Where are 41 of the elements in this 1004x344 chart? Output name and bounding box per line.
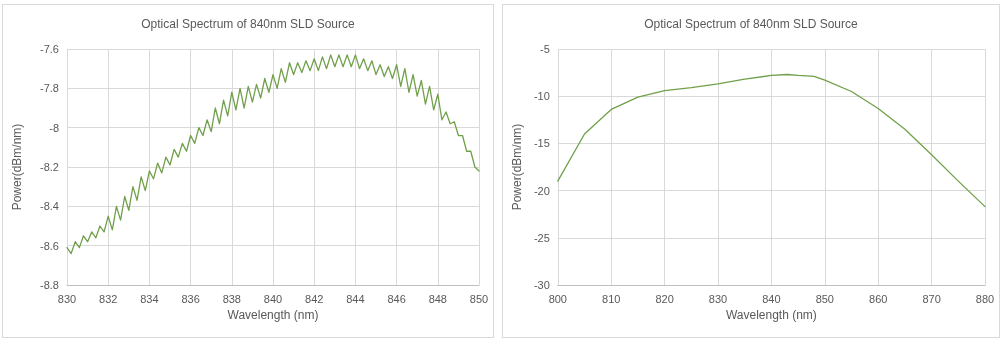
y-tick-label: -25: [533, 231, 550, 244]
x-tick-label: 842: [305, 292, 324, 305]
y-tick-label: -8.2: [40, 161, 59, 173]
x-tick-label: 836: [181, 292, 200, 305]
y-axis-title: Power(dBm/nm): [510, 123, 524, 211]
x-tick-label: 820: [655, 292, 674, 305]
y-tick-label: -8: [49, 121, 59, 134]
y-tick-label: -7.8: [40, 82, 59, 95]
x-tick-label: 830: [57, 292, 77, 305]
y-tick-label: -5: [540, 43, 550, 55]
chart-title: Optical Spectrum of 840nm SLD Source: [141, 17, 356, 31]
x-tick-label: 840: [762, 292, 781, 305]
line-series: [557, 73, 986, 208]
x-tick-label: 800: [548, 292, 567, 305]
y-tick-label: -30: [533, 279, 550, 291]
x-tick-label: 840: [263, 292, 283, 305]
x-tick-label: 832: [99, 292, 118, 305]
x-tick-label: 848: [428, 292, 447, 305]
y-tick-label: -7.6: [40, 43, 59, 55]
y-tick-label: -8.6: [40, 239, 59, 252]
y-tick-label: -20: [533, 184, 550, 197]
chart-title: Optical Spectrum of 840nm SLD Source: [644, 17, 859, 31]
x-tick-label: 830: [708, 292, 728, 305]
x-tick-label: 810: [602, 292, 621, 305]
x-tick-label: 850: [815, 292, 834, 305]
y-tick-label: -15: [533, 137, 550, 150]
y-tick-label: -8.4: [40, 200, 59, 213]
x-tick-label: 880: [975, 292, 995, 305]
y-axis-title: Power(dBm/nm): [10, 123, 24, 211]
x-tick-label: 850: [469, 292, 489, 305]
y-tick-label: -10: [533, 90, 550, 103]
x-tick-label: 846: [387, 292, 406, 305]
x-axis-title: Wavelength (nm): [227, 307, 319, 322]
x-axis-title: Wavelength (nm): [725, 307, 817, 322]
x-tick-label: 860: [869, 292, 888, 305]
x-tick-label: 844: [346, 292, 365, 305]
line-series: [66, 54, 480, 255]
x-tick-label: 838: [222, 292, 241, 305]
x-tick-label: 870: [922, 292, 941, 305]
y-tick-label: -8.8: [40, 279, 59, 291]
x-tick-label: 834: [140, 292, 159, 305]
